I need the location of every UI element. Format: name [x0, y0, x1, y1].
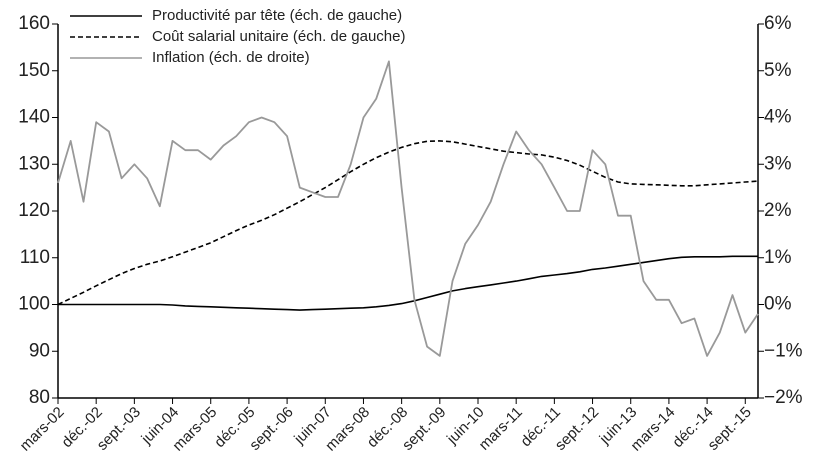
series-line	[58, 255, 758, 311]
y-tick-label: 100	[18, 294, 50, 315]
y2-tick-label: 0%	[764, 294, 792, 315]
y2-tick-label: 1%	[764, 247, 792, 268]
y2-tick-label: 2%	[764, 200, 792, 221]
y-tick-label: 80	[29, 387, 50, 408]
y-tick-label: 130	[18, 153, 50, 174]
series-line	[57, 140, 759, 306]
y-tick-label: 110	[20, 247, 50, 268]
y2-tick-label: 4%	[764, 107, 792, 128]
y-tick-label: 90	[29, 340, 50, 361]
series-line	[57, 60, 759, 357]
y2-tick-label: 6%	[764, 13, 792, 34]
y-tick-label: 160	[18, 13, 50, 34]
y2-tick-label: 5%	[764, 60, 792, 81]
y2-tick-label: −2%	[764, 387, 803, 408]
y2-tick-label: −1%	[764, 340, 803, 361]
y-tick-label: 140	[18, 107, 50, 128]
legend-label: Inflation (éch. de droite)	[152, 49, 310, 66]
x-tick-label: mars-02	[17, 404, 68, 455]
y-tick-label: 120	[18, 200, 50, 221]
y2-tick-label: 3%	[764, 153, 792, 174]
legend-label: Productivité par tête (éch. de gauche)	[152, 7, 402, 24]
legend-label: Coût salarial unitaire (éch. de gauche)	[152, 28, 405, 45]
y-tick-label: 150	[18, 60, 50, 81]
x-tick-label: mars-11	[476, 404, 526, 454]
